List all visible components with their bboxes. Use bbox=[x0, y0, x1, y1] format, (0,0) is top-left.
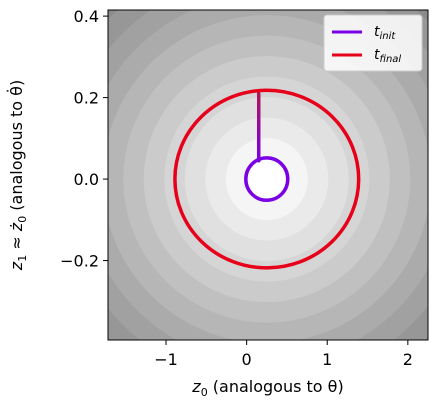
x-tick-label: −1 bbox=[154, 350, 178, 369]
y-axis-label-var2: ż bbox=[7, 222, 26, 232]
legend-label-t-final: tfinal bbox=[374, 47, 401, 65]
y-axis-label: z1 ≈ ż0 (analogous to θ̇) bbox=[7, 80, 29, 271]
x-axis-label-rest: (analogous to θ) bbox=[208, 377, 344, 396]
x-axis-label-sub: 0 bbox=[201, 386, 208, 399]
x-axis-label: z0 (analogous to θ) bbox=[191, 377, 343, 399]
legend-label-t-init-main: t bbox=[374, 24, 380, 40]
y-axis-label-sub2: 0 bbox=[16, 216, 29, 223]
x-tick-label: 2 bbox=[403, 350, 413, 369]
y-axis-label-approx: ≈ bbox=[7, 231, 26, 255]
y-axis-label-sub1: 1 bbox=[16, 255, 29, 262]
y-tick-label: 0.4 bbox=[74, 7, 99, 26]
legend-label-t-init-sub: init bbox=[380, 31, 397, 42]
x-axis-label-var: z bbox=[191, 377, 201, 396]
y-axis-label-var1: z bbox=[7, 261, 26, 271]
plot-frame bbox=[107, 9, 429, 341]
x-tick-label: 0 bbox=[242, 350, 252, 369]
x-tick-label: 1 bbox=[322, 350, 332, 369]
legend-label-t-init: tinit bbox=[374, 24, 396, 42]
series-layer bbox=[173, 88, 361, 270]
y-tick-label: −0.2 bbox=[60, 252, 99, 271]
y-axis: −0.2 0.0 0.2 0.4 bbox=[60, 7, 108, 271]
t-final-trajectory bbox=[173, 88, 361, 270]
legend-label-t-final-main: t bbox=[374, 47, 380, 63]
x-axis: −1 0 1 2 bbox=[154, 340, 413, 369]
contour-band bbox=[246, 158, 288, 200]
legend-label-t-final-sub: final bbox=[380, 54, 402, 65]
y-axis-label-rest: (analogous to θ̇) bbox=[7, 80, 26, 216]
legend-box bbox=[323, 14, 423, 72]
y-tick-label: 0.0 bbox=[74, 170, 99, 189]
y-tick-label: 0.2 bbox=[74, 89, 99, 108]
t-init-trajectory bbox=[244, 156, 290, 203]
legend: tinit tfinal bbox=[323, 14, 423, 72]
